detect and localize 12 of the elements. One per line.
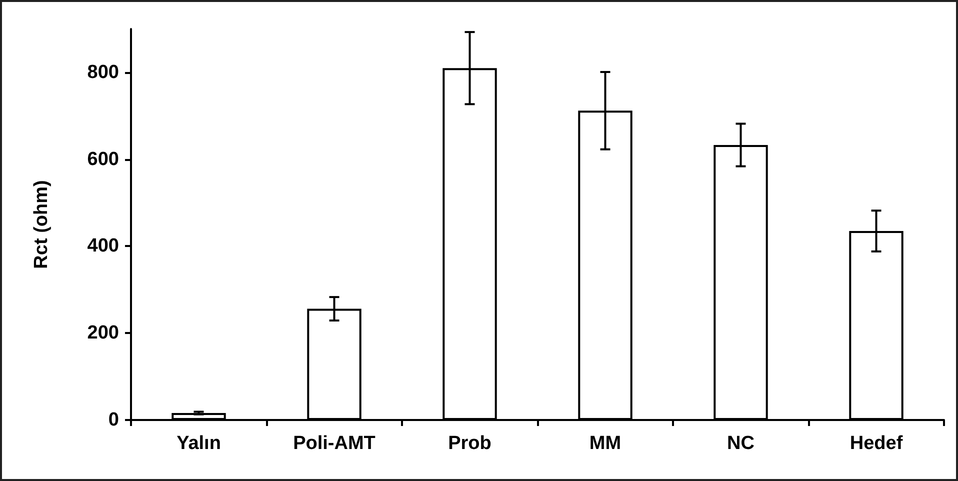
x-tick-label: MM <box>589 433 622 454</box>
x-tick-label: Prob <box>448 433 492 454</box>
y-tick-label: 200 <box>87 322 119 344</box>
y-axis-title: Rct (ohm) <box>31 180 52 269</box>
y-tick-label: 0 <box>108 410 119 430</box>
x-tick-label: Yalın <box>176 433 221 454</box>
x-tick-label: Poli-AMT <box>293 433 376 454</box>
x-tick-label: NC <box>727 433 755 454</box>
y-tick-label: 400 <box>87 236 119 257</box>
y-tick-label: 600 <box>87 148 119 170</box>
x-tick-label: Hedef <box>850 433 904 454</box>
y-tick-label: 800 <box>87 62 119 83</box>
